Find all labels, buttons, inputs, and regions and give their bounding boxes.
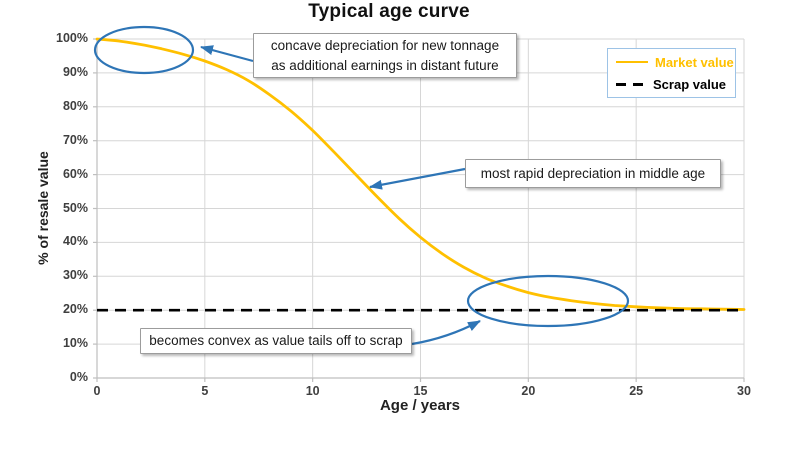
- x-tick-label: 0: [93, 384, 101, 398]
- y-tick-label: 60%: [62, 166, 88, 181]
- y-tick-label: 0%: [69, 370, 88, 384]
- annotation-box-middle-age: most rapid depreciation in middle age: [465, 159, 721, 188]
- legend-item-scrap-value: Scrap value: [616, 76, 735, 93]
- y-tick-label: 100%: [56, 31, 88, 45]
- annotation-arrow-middle-age: [369, 167, 466, 190]
- x-tick-label: 10: [305, 384, 320, 398]
- highlight-ellipse-new-tonnage: [93, 25, 195, 75]
- x-tick-label: 20: [521, 384, 536, 398]
- x-tick-label: 5: [201, 384, 209, 398]
- legend-item-market-value: Market value: [616, 54, 735, 71]
- y-tick-label: 50%: [62, 200, 88, 215]
- x-tick-label: 25: [629, 384, 644, 398]
- legend-label-market-value: Market value: [655, 54, 734, 70]
- y-tick-label: 10%: [62, 336, 88, 351]
- x-axis-title: Age / years: [379, 397, 461, 414]
- y-tick-label: 30%: [62, 268, 88, 283]
- legend-label-scrap-value: Scrap value: [653, 76, 726, 92]
- x-tick-label: 15: [413, 384, 428, 398]
- y-tick-label: 90%: [62, 64, 88, 79]
- y-tick-label: 20%: [62, 302, 88, 317]
- scrap-value-line-swatch: [616, 82, 646, 86]
- annotation-box-new-tonnage: concave depreciation for new tonnage as …: [253, 33, 517, 78]
- annotation-text-line: becomes convex as value tails off to scr…: [149, 333, 403, 348]
- y-tick-label: 80%: [62, 98, 88, 113]
- chart-title: Typical age curve: [308, 1, 470, 22]
- annotation-text-line: concave depreciation for new tonnage: [270, 37, 500, 53]
- highlight-ellipse-scrap-region: [466, 274, 630, 328]
- annotation-arrow-tails-to-scrap: [411, 320, 481, 346]
- annotation-text-line: as additional earnings in distant future: [271, 57, 499, 73]
- y-tick-label: 70%: [62, 132, 88, 147]
- annotation-text-line: most rapid depreciation in middle age: [480, 165, 706, 181]
- market-value-line-swatch: [616, 60, 648, 64]
- y-tick-label: 40%: [62, 234, 88, 249]
- annotation-box-tails-to-scrap: becomes convex as value tails off to scr…: [140, 328, 412, 354]
- x-tick-label: 30: [737, 384, 751, 398]
- legend: Market value Scrap value: [607, 48, 736, 98]
- annotation-arrow-new-tonnage: [200, 45, 254, 63]
- market-value-curve: [95, 37, 746, 311]
